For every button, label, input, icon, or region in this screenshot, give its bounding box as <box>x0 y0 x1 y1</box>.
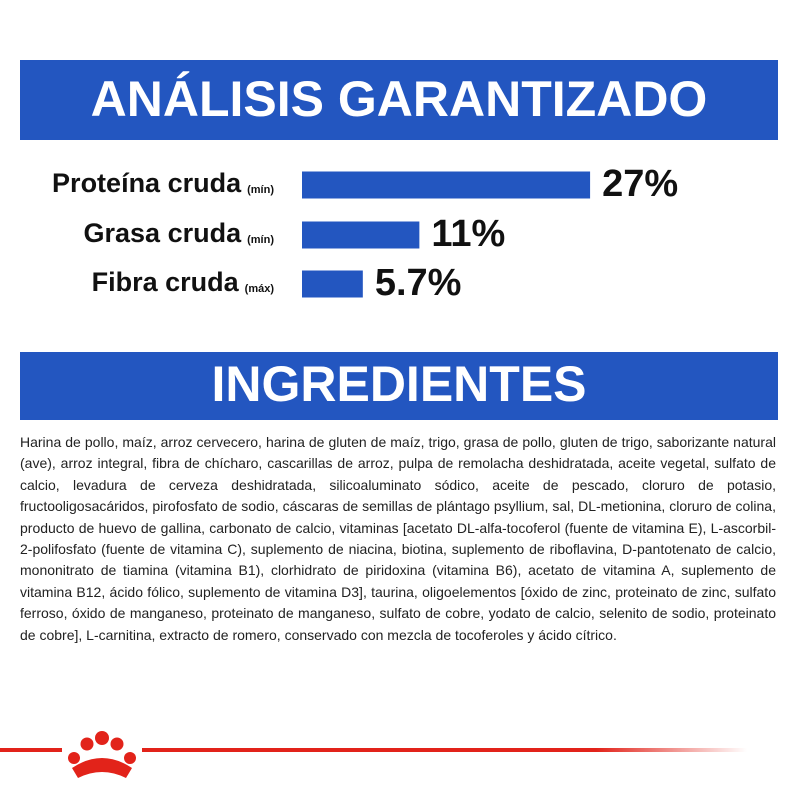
footer-line <box>0 748 62 752</box>
category-label: Grasa cruda <box>84 218 243 248</box>
brand-footer <box>0 731 747 778</box>
crown-logo <box>68 731 136 778</box>
bar <box>302 171 591 199</box>
ingredients-text: Harina de pollo, maíz, arroz cervecero, … <box>20 434 776 643</box>
qualifier: (mín) <box>247 184 274 196</box>
value-label: 11% <box>431 213 505 255</box>
value-label: 27% <box>602 163 678 205</box>
value-label: 5.7% <box>375 262 462 304</box>
qualifier: (mín) <box>247 234 274 246</box>
ingredients-banner <box>20 352 778 420</box>
category-label: Proteína cruda <box>52 168 242 198</box>
bar <box>302 270 363 298</box>
footer-line <box>142 748 747 752</box>
ingredients-title: INGREDIENTES <box>211 356 586 412</box>
chart-title: ANÁLISIS GARANTIZADO <box>91 71 708 127</box>
qualifier: (máx) <box>245 283 275 295</box>
title-banner <box>20 60 778 140</box>
category-label: Fibra cruda <box>92 267 240 297</box>
bar <box>302 221 420 249</box>
